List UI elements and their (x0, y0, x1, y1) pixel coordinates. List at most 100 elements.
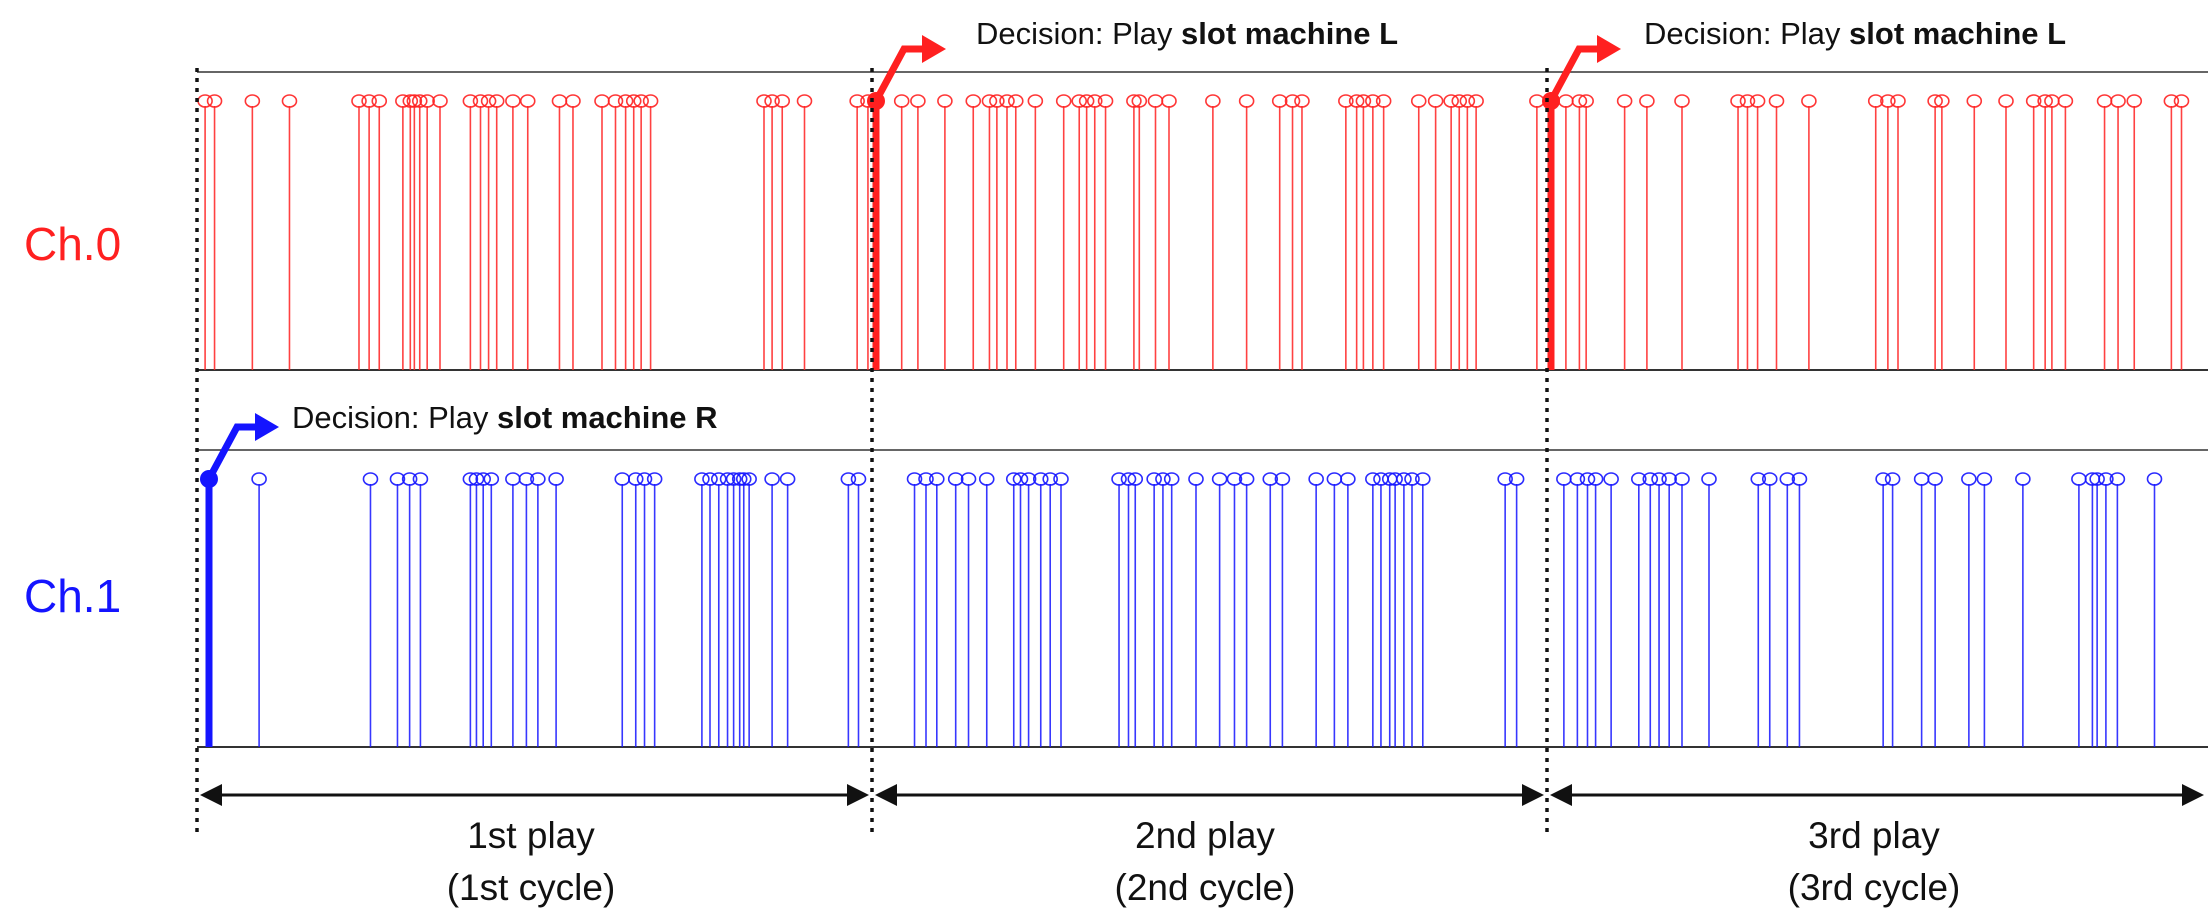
spike-head (1020, 472, 1037, 486)
spike-head (1155, 472, 1171, 486)
spike-head (530, 472, 546, 486)
spike-head (1927, 472, 1943, 486)
spike-head (1211, 472, 1228, 486)
spike-head (1913, 472, 1930, 486)
spike-head (625, 94, 642, 108)
spike-head (2146, 472, 2163, 486)
spike-head (1497, 472, 1513, 486)
spike-head (412, 472, 429, 486)
spike-head (1027, 94, 1044, 108)
spike-head (475, 472, 492, 486)
spike-head (1012, 472, 1029, 486)
spike-head (472, 94, 489, 108)
spike-head (1161, 94, 1177, 108)
spike-head (519, 94, 536, 108)
spike-head (419, 94, 435, 108)
play-1-cycle-label: (1st cycle) (447, 867, 616, 908)
duration-arrowhead-right (1522, 784, 1544, 806)
spike-head (1146, 472, 1162, 486)
spike-head (1205, 94, 1221, 108)
spike-head (483, 472, 500, 486)
spike-head (2109, 472, 2126, 486)
spike-head (351, 94, 367, 108)
spike-head (1188, 472, 1204, 486)
duration-arrowhead-right (847, 784, 869, 806)
spike-head (710, 472, 727, 486)
spike-head (2110, 94, 2126, 108)
spike-head (1410, 94, 1427, 108)
spike-head (937, 94, 953, 108)
spike-head (617, 94, 634, 108)
spike-head (1749, 94, 1766, 108)
decision-arrowhead (922, 35, 946, 63)
spike-head (1042, 472, 1058, 486)
spike-head (702, 472, 718, 486)
spike-head (1875, 472, 1891, 486)
spike-head (1616, 94, 1633, 108)
decision-annotation-ch0-cycle2: Decision: Play slot machine L (976, 16, 1398, 51)
decision-prefix: Decision: Play (1644, 16, 1849, 51)
spike-head (756, 94, 772, 108)
spike-head (401, 472, 418, 486)
spike-head (432, 94, 448, 108)
spike-head (2015, 472, 2031, 486)
decision-arrowhead (1597, 35, 1621, 63)
spike-head (779, 472, 796, 486)
spike-head (1603, 472, 1619, 486)
spike-head (607, 94, 624, 108)
spike-head (1274, 472, 1291, 486)
spike-head (928, 472, 945, 486)
spike-head (1761, 472, 1778, 486)
spike-head (402, 94, 419, 108)
spike-head (548, 472, 564, 486)
spike-head (518, 472, 535, 486)
spike-head (1468, 94, 1484, 108)
spike-head (1739, 94, 1756, 108)
play-3-cycle-label: (3rd cycle) (1788, 867, 1961, 908)
spike-head (918, 472, 934, 486)
duration-arrowhead-left (200, 784, 222, 806)
duration-arrowhead-left (1550, 784, 1572, 806)
spike-head (1120, 472, 1137, 486)
spike-head (1387, 472, 1403, 486)
spike-head (2025, 94, 2042, 108)
spike-head (1443, 94, 1459, 108)
spike-head (251, 472, 267, 486)
spike-head (1571, 94, 1588, 108)
spike-head (1578, 94, 1594, 108)
spike-head (1226, 472, 1243, 486)
spike-head (960, 472, 977, 486)
spike-head (694, 472, 710, 486)
spike-head (849, 94, 865, 108)
spike-head (1558, 94, 1574, 108)
spike-head (1340, 472, 1356, 486)
spike-head (1007, 94, 1024, 108)
decision-arrowhead (255, 413, 279, 441)
spike-head (1365, 94, 1381, 108)
spike-head (1556, 472, 1572, 486)
spike-head (1961, 472, 1977, 486)
spike-head (1326, 472, 1343, 486)
ch0-label: Ch.0 (24, 218, 121, 270)
spike-head (406, 94, 423, 108)
spike-head (371, 94, 388, 108)
decision-annotation-ch1-cycle1: Decision: Play slot machine R (292, 400, 718, 435)
spike-head (1111, 472, 1127, 486)
decision-arrow-shaft (872, 45, 926, 103)
spike-head (1791, 472, 1808, 486)
spike-head (1415, 472, 1431, 486)
decision-prefix: Decision: Play (976, 16, 1181, 51)
spike-head (2089, 472, 2105, 486)
spike-head (565, 94, 581, 108)
spike-head (1701, 472, 1717, 486)
spike-head (725, 472, 742, 486)
spike-head (1779, 472, 1796, 486)
spike-head (1163, 472, 1180, 486)
spike-head (1284, 94, 1301, 108)
spike-head (614, 472, 631, 486)
spike-head (1005, 472, 1022, 486)
spike-head (965, 94, 982, 108)
spike-head (1884, 472, 1901, 486)
spike-head (2098, 472, 2114, 486)
